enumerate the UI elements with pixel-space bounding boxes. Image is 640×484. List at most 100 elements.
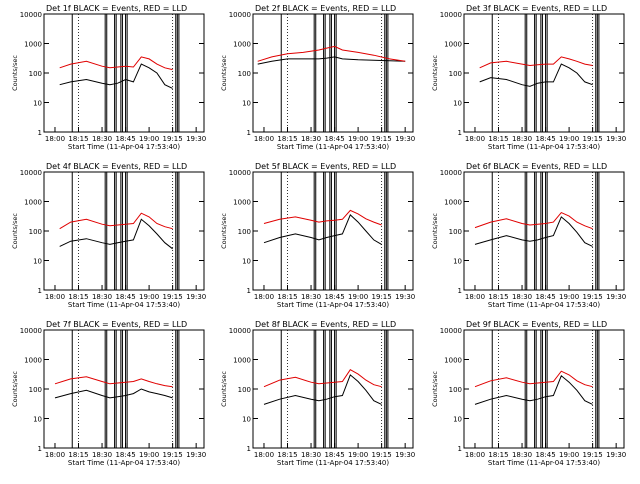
x-axis-label: Start Time (11-Apr-04 17:53:40) [68, 459, 180, 467]
x-tick-label: 18:00 [45, 135, 65, 143]
x-axis-label: Start Time (11-Apr-04 17:53:40) [488, 301, 600, 309]
x-tick-label: 18:30 [512, 135, 532, 143]
y-axis-label: Counts/sec [431, 213, 439, 249]
x-tick-label: 18:30 [512, 451, 532, 459]
y-tick-label: 1000 [444, 41, 462, 49]
x-tick-label: 18:45 [324, 135, 344, 143]
x-tick-label: 19:30 [186, 451, 206, 459]
plot-frame [252, 13, 414, 133]
x-axis-label: Start Time (11-Apr-04 17:53:40) [488, 459, 600, 467]
x-tick-label: 18:00 [465, 293, 485, 301]
x-tick-label: 18:45 [535, 451, 555, 459]
y-tick-label: 10 [453, 258, 462, 266]
x-tick-label: 19:30 [186, 293, 206, 301]
x-tick-label: 19:30 [606, 451, 626, 459]
detector-panel: Det 3f BLACK = Events, RED = LLD 1 10 100 10… [431, 4, 626, 151]
lld-series-line [263, 369, 382, 388]
y-tick-label: 1 [38, 287, 42, 295]
x-tick-label: 18:30 [92, 135, 112, 143]
x-tick-label: 19:30 [395, 451, 415, 459]
x-tick-label: 18:15 [277, 451, 297, 459]
x-tick-label: 19:30 [395, 135, 415, 143]
y-tick-label: 10 [242, 416, 251, 424]
events-series-line [257, 56, 406, 65]
events-series-line [54, 388, 173, 399]
y-tick-label: 100 [29, 228, 42, 236]
x-tick-label: 19:15 [583, 451, 603, 459]
y-axis-label: Counts/sec [431, 371, 439, 407]
y-tick-label: 100 [449, 228, 462, 236]
x-tick-label: 19:15 [372, 293, 392, 301]
lld-series-line [479, 56, 593, 69]
y-tick-label: 100 [238, 228, 251, 236]
x-tick-label: 18:15 [488, 135, 508, 143]
plot-frame [252, 329, 414, 449]
x-tick-label: 18:15 [488, 293, 508, 301]
x-axis-label: Start Time (11-Apr-04 17:53:40) [277, 459, 389, 467]
y-tick-label: 1000 [24, 41, 42, 49]
panel-title: Det 9f BLACK = Events, RED = LLD [466, 320, 607, 329]
x-tick-label: 18:00 [254, 293, 274, 301]
y-tick-label: 1 [247, 129, 251, 137]
x-tick-label: 19:00 [348, 293, 368, 301]
lld-series-line [59, 56, 173, 71]
detector-panel: Det 2f BLACK = Events, RED = LLD 1 10 100 10… [220, 4, 415, 151]
x-tick-label: 18:45 [115, 135, 135, 143]
x-tick-label: 19:15 [163, 451, 183, 459]
x-tick-label: 19:30 [186, 135, 206, 143]
detector-panel: Det 5f BLACK = Events, RED = LLD 1 10 100 10… [220, 162, 415, 309]
x-tick-label: 19:15 [372, 135, 392, 143]
x-tick-label: 18:00 [254, 451, 274, 459]
x-axis-label: Start Time (11-Apr-04 17:53:40) [68, 143, 180, 151]
y-tick-label: 10000 [20, 169, 42, 177]
detector-panel: Det 4f BLACK = Events, RED = LLD 1 10 100 10… [11, 162, 206, 309]
y-tick-label: 1000 [24, 199, 42, 207]
x-tick-label: 19:00 [139, 135, 159, 143]
y-tick-label: 1 [38, 445, 42, 453]
y-tick-label: 100 [449, 386, 462, 394]
y-tick-label: 10 [33, 100, 42, 108]
panel-title: Det 5f BLACK = Events, RED = LLD [255, 162, 396, 171]
y-tick-label: 1 [458, 129, 462, 137]
y-tick-label: 10000 [20, 327, 42, 335]
events-series-line [479, 63, 593, 87]
y-tick-label: 100 [449, 70, 462, 78]
events-series-line [474, 216, 593, 247]
x-tick-label: 18:30 [301, 293, 321, 301]
x-tick-label: 19:00 [559, 451, 579, 459]
y-tick-label: 10000 [440, 11, 462, 19]
events-series-line [59, 218, 173, 250]
x-tick-label: 19:15 [372, 451, 392, 459]
y-tick-label: 10 [33, 416, 42, 424]
y-tick-label: 10000 [229, 327, 251, 335]
x-tick-label: 18:30 [92, 293, 112, 301]
events-series-line [59, 63, 173, 89]
x-tick-label: 19:00 [559, 293, 579, 301]
panel-title: Det 8f BLACK = Events, RED = LLD [255, 320, 396, 329]
x-tick-label: 18:00 [254, 135, 274, 143]
lld-series-line [257, 45, 406, 62]
x-tick-label: 19:00 [559, 135, 579, 143]
events-series-line [474, 374, 593, 405]
x-tick-label: 19:00 [139, 451, 159, 459]
plot-frame [463, 329, 625, 449]
detector-panel: Det 1f BLACK = Events, RED = LLD 1 10 100 10… [11, 4, 206, 151]
y-axis-label: Counts/sec [11, 371, 19, 407]
panel-title: Det 1f BLACK = Events, RED = LLD [46, 4, 187, 13]
x-tick-label: 18:15 [277, 293, 297, 301]
x-tick-label: 19:30 [606, 293, 626, 301]
y-tick-label: 10000 [229, 11, 251, 19]
x-axis-label: Start Time (11-Apr-04 17:53:40) [488, 143, 600, 151]
panel-title: Det 7f BLACK = Events, RED = LLD [46, 320, 187, 329]
plot-frame [252, 171, 414, 291]
x-tick-label: 18:30 [301, 135, 321, 143]
y-tick-label: 1000 [24, 357, 42, 365]
x-tick-label: 18:15 [68, 293, 88, 301]
panel-title: Det 6f BLACK = Events, RED = LLD [466, 162, 607, 171]
y-tick-label: 1000 [444, 357, 462, 365]
x-axis-label: Start Time (11-Apr-04 17:53:40) [68, 301, 180, 309]
x-tick-label: 19:30 [606, 135, 626, 143]
panel-title: Det 3f BLACK = Events, RED = LLD [466, 4, 607, 13]
